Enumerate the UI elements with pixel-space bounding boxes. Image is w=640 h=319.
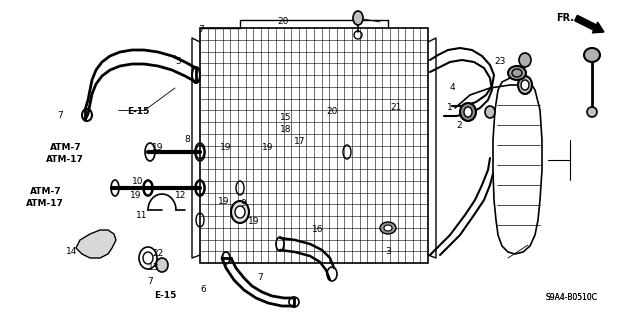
- Text: 16: 16: [312, 226, 323, 234]
- Text: 19: 19: [262, 144, 273, 152]
- Text: 8: 8: [184, 136, 189, 145]
- Text: ATM-17: ATM-17: [46, 155, 84, 165]
- Text: 13: 13: [148, 263, 159, 272]
- Text: 20: 20: [326, 108, 337, 116]
- Ellipse shape: [460, 103, 476, 121]
- Text: 19: 19: [218, 197, 230, 206]
- Ellipse shape: [384, 225, 392, 231]
- Text: 20: 20: [277, 18, 289, 26]
- FancyArrow shape: [575, 15, 604, 33]
- Ellipse shape: [143, 252, 153, 264]
- Text: 7: 7: [198, 26, 204, 34]
- Text: 7: 7: [57, 110, 63, 120]
- Text: 12: 12: [175, 191, 186, 201]
- Text: 19: 19: [130, 191, 141, 201]
- Text: 6: 6: [200, 286, 205, 294]
- Ellipse shape: [156, 258, 168, 272]
- Ellipse shape: [235, 206, 245, 218]
- Text: 17: 17: [294, 137, 305, 146]
- Text: 19: 19: [248, 218, 259, 226]
- Ellipse shape: [485, 106, 495, 118]
- Text: S9A4-B0510C: S9A4-B0510C: [546, 293, 598, 302]
- Text: 15: 15: [280, 114, 291, 122]
- Ellipse shape: [508, 66, 526, 80]
- Text: 21: 21: [390, 103, 401, 113]
- Text: 1: 1: [447, 103, 452, 113]
- Text: 22: 22: [152, 249, 163, 258]
- Polygon shape: [493, 76, 542, 254]
- Text: E-15: E-15: [154, 291, 177, 300]
- Ellipse shape: [464, 107, 472, 117]
- Ellipse shape: [584, 48, 600, 62]
- Polygon shape: [76, 230, 116, 258]
- Text: 23: 23: [494, 57, 506, 66]
- Text: 2: 2: [456, 121, 461, 130]
- Text: 5: 5: [175, 57, 180, 66]
- Text: E-15: E-15: [127, 108, 149, 116]
- Text: 3: 3: [385, 248, 391, 256]
- Ellipse shape: [521, 80, 529, 90]
- Text: FR.: FR.: [556, 13, 574, 23]
- Text: 18: 18: [280, 125, 291, 135]
- Text: 9: 9: [240, 199, 246, 209]
- Bar: [200, 28, 428, 263]
- Text: ATM-17: ATM-17: [26, 199, 64, 209]
- Ellipse shape: [231, 201, 249, 223]
- Ellipse shape: [519, 53, 531, 67]
- Ellipse shape: [380, 222, 396, 234]
- Ellipse shape: [353, 11, 363, 25]
- Text: 4: 4: [450, 84, 456, 93]
- Text: ATM-7: ATM-7: [30, 188, 61, 197]
- Text: 19: 19: [152, 144, 163, 152]
- Text: 7: 7: [147, 278, 153, 286]
- Text: 19: 19: [220, 144, 232, 152]
- Text: 14: 14: [66, 248, 77, 256]
- Text: 10: 10: [132, 177, 143, 187]
- Text: S9A4-B0510C: S9A4-B0510C: [546, 293, 598, 302]
- Text: ATM-7: ATM-7: [50, 144, 82, 152]
- Ellipse shape: [518, 76, 532, 94]
- Text: 11: 11: [136, 211, 147, 220]
- Ellipse shape: [587, 107, 597, 117]
- Text: 7: 7: [257, 273, 263, 283]
